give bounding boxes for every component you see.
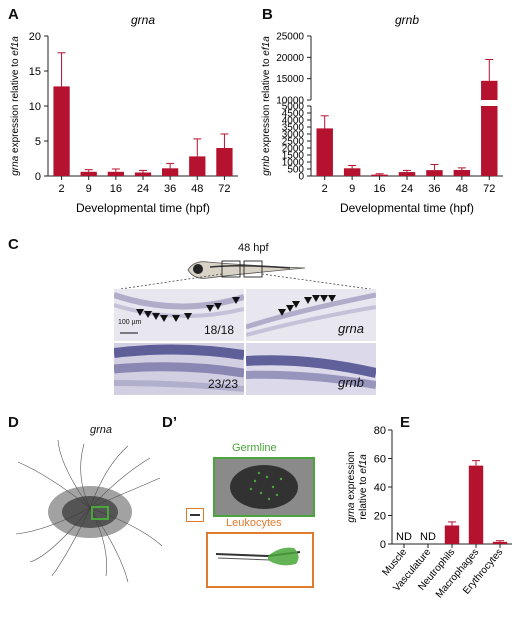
chart-b-xtick-label: 16: [373, 183, 385, 195]
chart-b-ytick-label: 5000: [282, 102, 305, 113]
chart-b-ytick-label: 2000: [282, 144, 305, 155]
chart-a-ylabel: grna expression relative to ef1a: [10, 36, 21, 176]
chart-b-ytick-label: 4000: [282, 116, 305, 127]
panel-letter-e: E: [400, 414, 411, 431]
chart-a-bar: [216, 148, 233, 176]
chart-a-ytick-label: 5: [35, 136, 41, 148]
chart-b-ytick-label: 3000: [282, 130, 305, 141]
panel-letter-d: D: [8, 414, 19, 431]
chart-b-bar: [426, 170, 443, 176]
germline-label: Germline: [232, 442, 277, 454]
chart-b-ytick-label: 2500: [282, 137, 305, 148]
chart-b: grnb 050010001500200025003000350040004500…: [261, 13, 503, 215]
grnb-count: 23/23: [208, 377, 239, 391]
leukocytes-label: Leukocytes: [226, 517, 282, 529]
chart-b-ytick-label: 3500: [282, 123, 305, 134]
chart-b-ytick-label: 1500: [282, 151, 305, 162]
chart-b-ytick-label: 0: [298, 172, 304, 183]
chart-e: 020406080NDMuscleNDVasculatureNeutrophil…: [346, 425, 512, 600]
chart-b-xtick-label: 48: [456, 183, 468, 195]
chart-a-bar: [80, 171, 97, 176]
chart-a-ytick-label: 0: [35, 171, 41, 183]
chart-b-bar: [371, 174, 388, 176]
chart-b-bar: [316, 128, 333, 176]
chart-a-xlabel: Developmental time (hpf): [76, 201, 210, 215]
chart-a-title: grna: [131, 13, 155, 27]
ish-grna-right: grna: [246, 289, 376, 341]
chart-a-xtick-label: 48: [191, 183, 203, 195]
chart-a: grna 0 5 10 15 20 2 9 16 24 36 48 72 Developmental ti…: [10, 13, 238, 215]
chart-a-bar: [134, 172, 152, 176]
germline-zoom: [213, 457, 315, 517]
chart-b-ytick-label: 20000: [276, 53, 304, 64]
chart-b-xtick-label: 24: [401, 183, 413, 195]
chart-e-bar: [444, 525, 460, 544]
panel-letter-c: C: [8, 236, 19, 253]
chart-e-ytick-label: 60: [374, 454, 386, 466]
zoom-lines: [113, 273, 378, 291]
ish-grna-left: 100 µm 18/18: [114, 289, 244, 341]
leukocyte-cluster-marker: [186, 508, 204, 522]
chart-b-ylabel: grnb expression relative to ef1a: [261, 36, 272, 176]
chart-b-bar-lower: [481, 106, 498, 176]
chart-b-xtick-label: 2: [322, 183, 328, 195]
chart-b-title: grnb: [395, 13, 419, 27]
chart-a-bar: [53, 86, 70, 176]
chart-a-xtick-label: 36: [164, 183, 176, 195]
chart-b-xtick-label: 72: [483, 183, 495, 195]
chart-b-ytick-label: 15000: [276, 74, 304, 85]
chart-a-xtick-label: 16: [110, 183, 122, 195]
scale-bar-label: 100 µm: [118, 319, 142, 326]
chart-b-ytick-label: 500: [287, 165, 304, 176]
chart-b-ytick-label: 1000: [282, 158, 305, 169]
chart-a-bar: [189, 156, 206, 176]
chart-b-xtick-label: 9: [349, 183, 355, 195]
chart-e-ylabel: grna expressionrelative to ef1a: [346, 451, 369, 522]
chart-e-ytick-label: 40: [374, 482, 386, 494]
ish-grnb-left: 23/23: [114, 343, 244, 395]
embryo-diagram: [187, 260, 306, 279]
chart-a-xtick-label: 2: [59, 183, 65, 195]
chart-b-bar: [398, 172, 416, 176]
chart-b-ytick-label: 4500: [282, 109, 305, 120]
chart-b-bar: [343, 168, 361, 176]
chart-a-ytick-label: 15: [29, 66, 41, 78]
chart-b-bar: [453, 169, 471, 176]
chart-e-bar: [492, 541, 508, 544]
chart-e-ytick-label: 80: [374, 425, 386, 437]
stage-label: 48 hpf: [238, 242, 269, 254]
chart-a-xtick-label: 24: [137, 183, 149, 195]
chart-b-ytick-label: 10000: [276, 96, 304, 107]
network-title: grna: [90, 424, 113, 436]
panel-letter-a: A: [8, 6, 19, 23]
grna-count: 18/18: [204, 323, 235, 337]
grna-gene-label: grna: [338, 321, 365, 336]
ish-grnb-right: grnb: [246, 343, 376, 395]
chart-e-ytick-label: 20: [374, 511, 386, 523]
leukocytes-zoom: [206, 532, 314, 588]
chart-b-bar-upper: [481, 80, 498, 100]
grnb-gene-label: grnb: [338, 375, 365, 390]
chart-b-xtick-label: 36: [428, 183, 440, 195]
chart-a-bar: [162, 168, 179, 176]
chart-e-nd-label: ND: [396, 531, 412, 543]
chart-b-xlabel: Developmental time (hpf): [340, 201, 474, 215]
chart-a-ytick-label: 20: [29, 31, 41, 43]
chart-a-xtick-label: 72: [218, 183, 230, 195]
chart-e-ytick-label: 0: [380, 539, 386, 551]
panel-letter-dp: D’: [162, 414, 177, 431]
chart-e-nd-label: ND: [420, 531, 436, 543]
network-plot: [15, 439, 163, 583]
chart-b-ytick-label: 25000: [276, 32, 304, 43]
chart-a-ytick-label: 10: [29, 101, 41, 113]
panel-letter-b: B: [262, 6, 273, 23]
chart-e-bar: [468, 465, 484, 544]
chart-a-xtick-label: 9: [86, 183, 92, 195]
chart-a-bar: [107, 171, 124, 176]
